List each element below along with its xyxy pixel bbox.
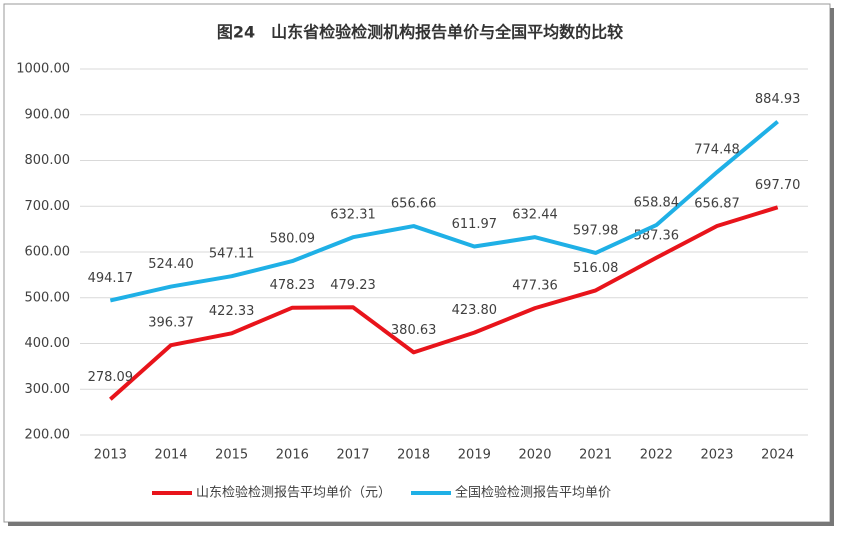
data-label: 656.66: [391, 197, 437, 212]
data-label: 380.63: [391, 323, 437, 338]
data-label: 656.87: [694, 196, 740, 211]
data-label: 516.08: [573, 261, 619, 276]
y-tick-label: 900.00: [25, 107, 71, 122]
series-line: [109, 120, 779, 303]
data-label: 632.44: [512, 208, 558, 223]
data-label: 774.48: [694, 143, 740, 158]
chart-title: 图24 山东省检验检测机构报告单价与全国平均数的比较: [217, 23, 623, 42]
y-tick-label: 400.00: [25, 336, 71, 351]
x-tick-label: 2024: [761, 448, 794, 463]
x-tick-label: 2023: [700, 448, 733, 463]
x-tick-label: 2016: [276, 448, 309, 463]
data-label: 658.84: [634, 196, 680, 211]
y-tick-label: 800.00: [25, 153, 71, 168]
x-tick-label: 2018: [397, 448, 430, 463]
x-tick-label: 2020: [518, 448, 551, 463]
y-tick-label: 300.00: [25, 382, 71, 397]
x-tick-label: 2021: [579, 448, 612, 463]
y-tick-label: 500.00: [25, 290, 71, 305]
y-tick-label: 200.00: [25, 428, 71, 443]
data-label: 278.09: [88, 370, 134, 385]
frame-shadow: [8, 522, 834, 526]
data-label: 884.93: [755, 92, 801, 107]
x-tick-label: 2013: [94, 448, 127, 463]
y-tick-label: 600.00: [25, 245, 71, 260]
data-label: 396.37: [148, 316, 194, 331]
data-label: 494.17: [88, 271, 134, 286]
data-label: 479.23: [330, 278, 376, 293]
data-label: 478.23: [270, 278, 316, 293]
data-label: 697.70: [755, 178, 801, 193]
series-line: [109, 205, 779, 401]
data-label: 632.31: [330, 208, 376, 223]
x-tick-label: 2017: [336, 448, 369, 463]
data-label: 422.33: [209, 304, 255, 319]
y-tick-label: 700.00: [25, 199, 71, 214]
y-tick-label: 1000.00: [16, 62, 70, 77]
data-label: 477.36: [512, 279, 558, 294]
data-label: 423.80: [452, 303, 498, 318]
data-label: 524.40: [148, 257, 194, 272]
x-tick-label: 2022: [640, 448, 673, 463]
x-tick-label: 2014: [154, 448, 187, 463]
frame-shadow: [830, 8, 834, 526]
data-label: 597.98: [573, 223, 619, 238]
x-tick-label: 2019: [458, 448, 491, 463]
data-label: 547.11: [209, 247, 255, 262]
data-label: 611.97: [452, 217, 498, 232]
legend-label: 全国检验检测报告平均单价: [455, 485, 611, 501]
data-label: 580.09: [270, 232, 316, 247]
legend-label: 山东检验检测报告平均单价（元）: [196, 485, 391, 501]
x-tick-label: 2015: [215, 448, 248, 463]
frame: [3, 3, 831, 523]
